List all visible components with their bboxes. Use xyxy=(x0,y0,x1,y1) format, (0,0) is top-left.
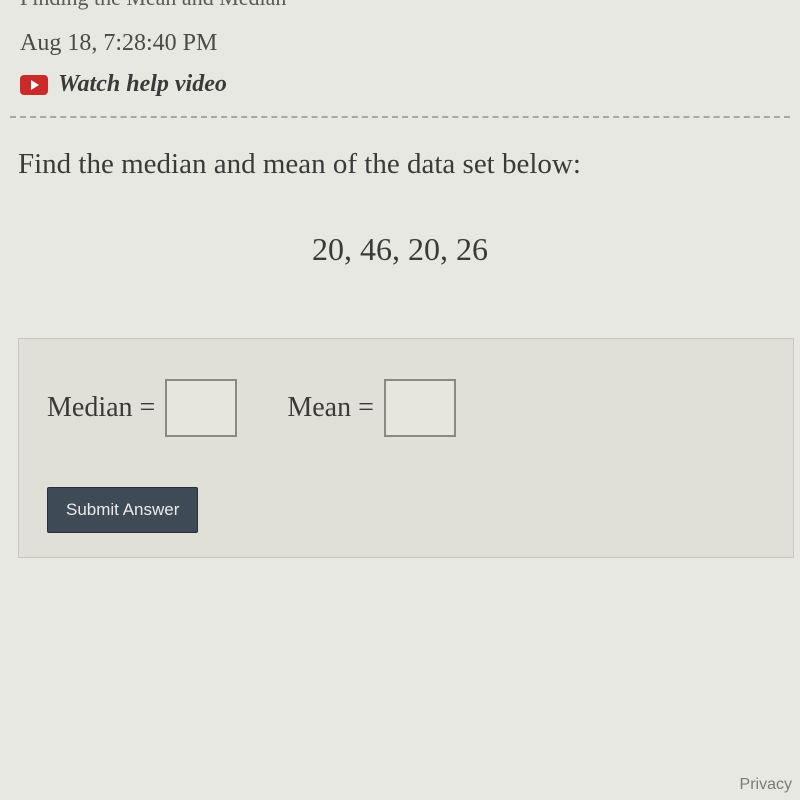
inputs-row: Median = Mean = xyxy=(47,379,765,437)
timestamp: Aug 18, 7:28:40 PM xyxy=(20,30,780,57)
submit-answer-button[interactable]: Submit Answer xyxy=(47,487,198,533)
median-input[interactable] xyxy=(165,379,237,437)
answer-panel: Median = Mean = Submit Answer xyxy=(18,338,794,558)
median-group: Median = xyxy=(47,379,237,437)
watch-video-link[interactable]: Watch help video xyxy=(20,71,780,98)
mean-input[interactable] xyxy=(384,379,456,437)
assignment-title-cut: Finding the Mean and Median xyxy=(20,0,780,12)
dataset-display: 20, 46, 20, 26 xyxy=(0,231,800,268)
mean-group: Mean = xyxy=(287,379,456,437)
mean-label: Mean = xyxy=(287,392,374,424)
header: Finding the Mean and Median Aug 18, 7:28… xyxy=(0,0,800,98)
video-link-text: Watch help video xyxy=(58,71,227,98)
privacy-link[interactable]: Privacy xyxy=(740,776,792,794)
youtube-icon xyxy=(20,75,48,95)
median-label: Median = xyxy=(47,392,155,424)
question-prompt: Find the median and mean of the data set… xyxy=(0,148,800,181)
divider xyxy=(10,116,790,118)
